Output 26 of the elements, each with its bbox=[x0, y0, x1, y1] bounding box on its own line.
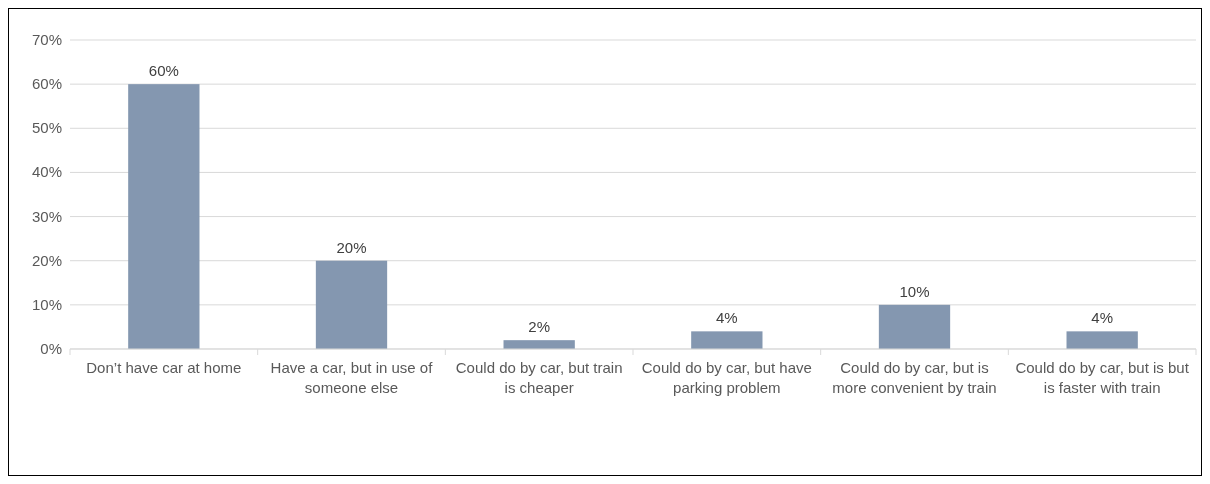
data-label: 4% bbox=[715, 309, 738, 327]
x-tick-label: Have a car, but in use of someone else bbox=[270, 359, 434, 396]
x-tick-label: Could do by car, but is more convenient by train bbox=[832, 359, 997, 396]
y-tick-label: 20% bbox=[31, 251, 62, 269]
y-tick-label: 30% bbox=[31, 207, 62, 225]
data-label: 60% bbox=[148, 62, 179, 80]
bar bbox=[128, 84, 200, 349]
data-label: 4% bbox=[1091, 309, 1114, 327]
data-label: 2% bbox=[528, 318, 551, 336]
y-tick-label: 60% bbox=[31, 75, 62, 93]
data-label: 10% bbox=[899, 282, 930, 300]
y-tick-label: 40% bbox=[31, 163, 62, 181]
bar bbox=[503, 340, 575, 349]
bar bbox=[1066, 331, 1138, 349]
x-tick-label: Don’t have car at home bbox=[86, 359, 242, 376]
bar bbox=[691, 331, 763, 349]
y-tick-label: 70% bbox=[31, 31, 62, 48]
y-tick-label: 10% bbox=[31, 295, 62, 313]
bar bbox=[878, 304, 951, 349]
data-label: 20% bbox=[336, 238, 367, 256]
y-tick-label: 0% bbox=[40, 340, 62, 357]
bar bbox=[315, 260, 388, 349]
y-tick-label: 50% bbox=[31, 119, 62, 137]
x-tick-label: Could do by car, but have parking problem bbox=[641, 359, 812, 396]
x-tick-label: Could do by car, but train is cheaper bbox=[455, 359, 623, 396]
x-tick-label: Could do by car, but is but is faster with train bbox=[1015, 359, 1190, 396]
